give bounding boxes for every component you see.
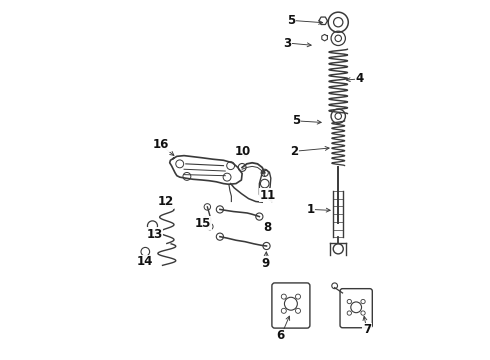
Text: 3: 3 — [283, 36, 292, 50]
Text: 4: 4 — [356, 72, 364, 85]
Text: 9: 9 — [262, 257, 270, 270]
Text: 11: 11 — [260, 189, 276, 202]
Text: 7: 7 — [363, 323, 371, 336]
Text: 2: 2 — [290, 145, 298, 158]
Text: 10: 10 — [235, 145, 251, 158]
Text: 13: 13 — [147, 228, 163, 241]
Text: 1: 1 — [306, 203, 314, 216]
Text: 14: 14 — [137, 255, 153, 268]
Text: 5: 5 — [292, 114, 300, 127]
Text: 16: 16 — [152, 138, 169, 151]
Text: 8: 8 — [264, 221, 272, 234]
Text: 15: 15 — [195, 216, 211, 230]
Text: 5: 5 — [288, 14, 296, 27]
Text: 12: 12 — [157, 195, 173, 208]
Text: 6: 6 — [277, 329, 285, 342]
